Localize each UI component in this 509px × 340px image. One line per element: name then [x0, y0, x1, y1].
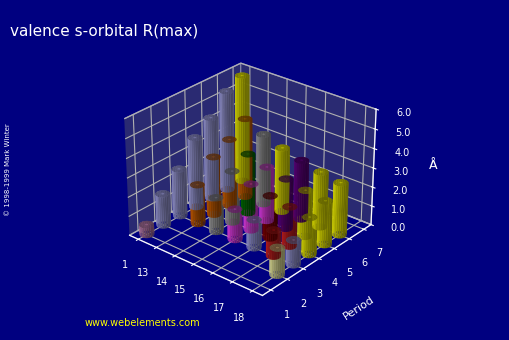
Text: valence s-orbital R(max): valence s-orbital R(max) — [10, 24, 198, 39]
Text: www.webelements.com: www.webelements.com — [85, 318, 200, 328]
Y-axis label: Period: Period — [341, 294, 375, 322]
Text: © 1998-1999 Mark Winter: © 1998-1999 Mark Winter — [5, 124, 11, 216]
